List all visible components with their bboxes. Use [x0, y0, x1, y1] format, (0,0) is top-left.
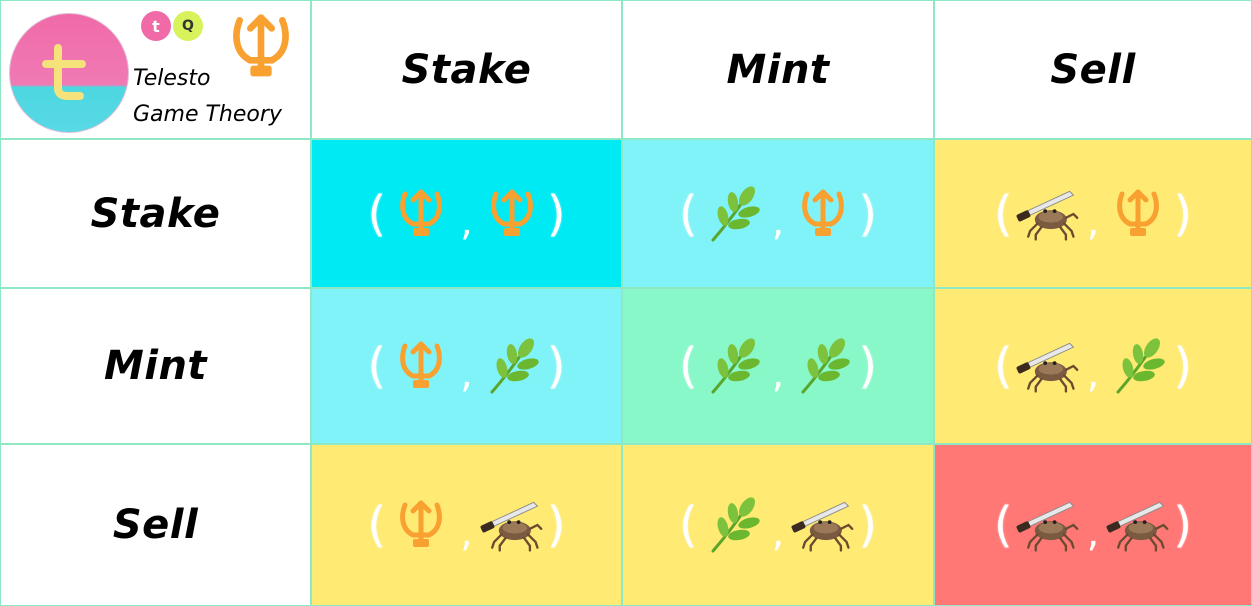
leaf-sprig-icon: [1105, 336, 1171, 396]
comma: ,: [771, 351, 785, 397]
logo-cell: t Q Telesto Game Theory: [0, 0, 311, 139]
payoff-pair: (,): [994, 495, 1192, 555]
payoff-pair: (,): [679, 495, 877, 555]
payoff-cell-mint-stake: (,): [311, 288, 622, 444]
close-paren: ): [858, 185, 878, 242]
comma: ,: [460, 351, 473, 397]
comma: ,: [460, 198, 473, 245]
payoff-cell-sell-mint: (,): [622, 444, 934, 606]
payoff-cell-mint-sell: (,): [934, 288, 1252, 444]
payoff-pair: (,): [994, 336, 1192, 396]
open-paren: (: [993, 338, 1013, 394]
payoff-pair: (,): [679, 184, 877, 244]
open-paren: (: [367, 338, 387, 394]
open-paren: (: [678, 338, 698, 394]
logo-line-2: Game Theory: [133, 102, 282, 127]
open-paren: (: [993, 185, 1013, 242]
payoff-cell-sell-stake: (,): [311, 444, 622, 606]
payoff-cell-mint-mint: (,): [622, 288, 934, 444]
leaf-sprig-icon: [700, 184, 766, 244]
payoff-pair: (,): [994, 184, 1192, 244]
trident-icon: [388, 495, 454, 555]
logo-line-1: Telesto: [133, 66, 211, 91]
comma: ,: [460, 510, 473, 556]
comma: ,: [1086, 510, 1100, 556]
payoff-cell-stake-mint: (,): [622, 139, 934, 288]
logo-text: Telesto Game Theory: [133, 61, 282, 133]
open-paren: (: [678, 497, 698, 553]
mini-badge-telesto: t: [141, 11, 171, 41]
telesto-logo-icon: [9, 13, 129, 133]
crab-with-knife-icon: [1015, 336, 1081, 396]
close-paren: ): [1173, 338, 1193, 394]
close-paren: ): [546, 185, 566, 242]
payoff-pair: (,): [367, 184, 566, 245]
leaf-sprig-icon: [790, 336, 856, 396]
row-header-mint: Mint: [0, 288, 311, 444]
column-header-stake: Stake: [311, 0, 622, 139]
payoff-cell-sell-sell: (,): [934, 444, 1252, 606]
crab-with-knife-icon: [1015, 495, 1081, 555]
trident-icon: [388, 336, 454, 396]
row-header-sell: Sell: [0, 444, 311, 606]
payoff-cell-stake-sell: (,): [934, 139, 1252, 288]
open-paren: (: [678, 185, 698, 242]
leaf-sprig-icon: [700, 495, 766, 555]
logo: t Q Telesto Game Theory: [1, 1, 312, 140]
row-header-stake: Stake: [0, 139, 311, 288]
close-paren: ): [1173, 185, 1193, 242]
payoff-pair: (,): [679, 336, 877, 396]
close-paren: ): [546, 497, 566, 553]
trident-icon: [479, 184, 545, 244]
comma: ,: [1086, 198, 1100, 245]
comma: ,: [1086, 351, 1100, 397]
crab-with-knife-icon: [1015, 184, 1081, 244]
leaf-sprig-icon: [700, 336, 766, 396]
open-paren: (: [367, 497, 387, 553]
close-paren: ): [546, 338, 566, 394]
open-paren: (: [993, 497, 1013, 553]
leaf-sprig-icon: [479, 336, 545, 396]
comma: ,: [771, 510, 785, 556]
payoff-pair: (,): [367, 495, 566, 556]
crab-with-knife-icon: [1105, 495, 1171, 555]
mini-badge-q: Q: [173, 11, 203, 41]
open-paren: (: [367, 185, 387, 242]
crab-with-knife-icon: [479, 495, 545, 555]
column-header-sell: Sell: [934, 0, 1252, 139]
trident-icon: [1105, 184, 1171, 244]
close-paren: ): [858, 338, 878, 394]
crab-with-knife-icon: [790, 495, 856, 555]
close-paren: ): [858, 497, 878, 553]
payoff-pair: (,): [367, 336, 566, 397]
trident-icon: [388, 184, 454, 244]
comma: ,: [771, 198, 785, 245]
payoff-cell-stake-stake: (,): [311, 139, 622, 288]
trident-icon: [790, 184, 856, 244]
column-header-mint: Mint: [622, 0, 934, 139]
close-paren: ): [1173, 497, 1193, 553]
